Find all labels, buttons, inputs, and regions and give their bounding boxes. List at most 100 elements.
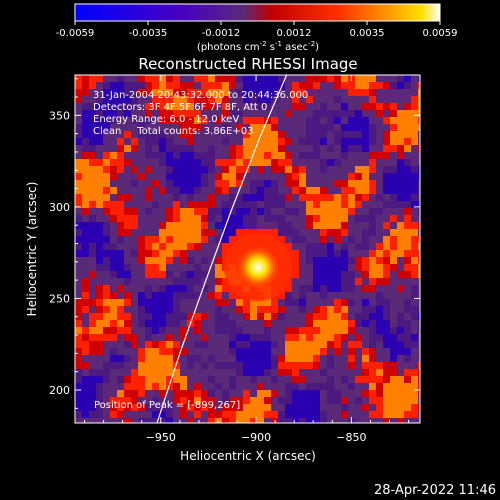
heatmap-cell — [82, 411, 90, 419]
heatmap-cell — [299, 152, 307, 160]
heatmap-cell — [327, 369, 335, 377]
heatmap-cell — [334, 117, 342, 125]
heatmap-cell — [362, 299, 370, 307]
heatmap-cell — [89, 250, 97, 258]
heatmap-cell — [250, 194, 258, 202]
heatmap-cell — [257, 75, 265, 83]
heatmap-cell — [264, 376, 272, 384]
heatmap-cell — [362, 327, 370, 335]
heatmap-cell — [159, 236, 167, 244]
heatmap-cell — [355, 355, 363, 363]
heatmap-cell — [173, 131, 181, 139]
heatmap-cell — [201, 96, 209, 104]
heatmap-cell — [124, 145, 132, 153]
heatmap-cell — [110, 201, 118, 209]
heatmap-cell — [145, 341, 153, 349]
heatmap-cell — [82, 264, 90, 272]
heatmap-cell — [236, 341, 244, 349]
heatmap-cell — [159, 271, 167, 279]
heatmap-cell — [271, 103, 279, 111]
heatmap-cell — [201, 215, 209, 223]
heatmap-cell — [383, 243, 391, 251]
heatmap-cell — [138, 327, 146, 335]
heatmap-cell — [376, 355, 384, 363]
heatmap-cell — [117, 208, 125, 216]
heatmap-cell — [103, 229, 111, 237]
heatmap-cell — [194, 292, 202, 300]
heatmap-cell — [418, 250, 420, 258]
heatmap-cell — [411, 341, 419, 349]
heatmap-cell — [327, 138, 335, 146]
heatmap-cell — [348, 124, 356, 132]
heatmap-cell — [320, 306, 328, 314]
heatmap-cell — [166, 257, 174, 265]
heatmap-cell — [278, 124, 286, 132]
heatmap-cell — [271, 138, 279, 146]
heatmap-cell — [110, 180, 118, 188]
heatmap-cell — [411, 418, 419, 423]
heatmap-cell — [292, 404, 300, 412]
heatmap-cell — [390, 341, 398, 349]
heatmap-cell — [201, 257, 209, 265]
heatmap-cell — [159, 334, 167, 342]
heatmap-cell — [201, 362, 209, 370]
heatmap-cell — [194, 278, 202, 286]
heatmap-cell — [292, 180, 300, 188]
heatmap-cell — [411, 138, 419, 146]
heatmap-cell — [306, 187, 314, 195]
heatmap-cell — [362, 264, 370, 272]
heatmap-cell — [103, 145, 111, 153]
heatmap-cell — [257, 215, 265, 223]
heatmap-cell — [215, 285, 223, 293]
heatmap-cell — [145, 397, 153, 405]
heatmap-cell — [334, 138, 342, 146]
heatmap-cell — [299, 89, 307, 97]
heatmap-cell — [103, 236, 111, 244]
heatmap-cell — [201, 89, 209, 97]
colorbar: -0.0059 -0.0035 -0.0012 0.0012 0.0035 0.0059 … — [56, 3, 458, 53]
heatmap-cell — [397, 82, 405, 90]
heatmap-cell — [229, 390, 237, 398]
heatmap-cell — [173, 348, 181, 356]
heatmap-cell — [117, 152, 125, 160]
heatmap-cell — [229, 187, 237, 195]
heatmap-cell — [194, 285, 202, 293]
heatmap-cell — [369, 418, 377, 423]
heatmap-cell — [376, 131, 384, 139]
heatmap-cell — [404, 75, 412, 83]
heatmap-cell — [145, 208, 153, 216]
heatmap-cell — [320, 376, 328, 384]
heatmap-cell — [82, 355, 90, 363]
heatmap-cell — [348, 341, 356, 349]
heatmap-cell — [418, 117, 420, 125]
heatmap-cell — [208, 383, 216, 391]
heatmap-cell — [75, 208, 83, 216]
heatmap-cell — [341, 180, 349, 188]
heatmap-cell — [89, 383, 97, 391]
heatmap-cell — [390, 355, 398, 363]
heatmap-cell — [313, 327, 321, 335]
heatmap-cell — [96, 390, 104, 398]
info-clean-counts: Clean Total counts: 3.86E+03 — [93, 126, 253, 137]
heatmap-cell — [390, 418, 398, 423]
heatmap-cell — [320, 243, 328, 251]
heatmap-cell — [390, 243, 398, 251]
heatmap-cell — [208, 348, 216, 356]
heatmap-cell — [180, 243, 188, 251]
heatmap-cell — [341, 285, 349, 293]
heatmap-cell — [292, 348, 300, 356]
peak-source — [233, 243, 282, 292]
heatmap-cell — [152, 285, 160, 293]
heatmap-cell — [250, 306, 258, 314]
heatmap-cell — [180, 411, 188, 419]
heatmap-cell — [145, 215, 153, 223]
heatmap-cell — [355, 236, 363, 244]
heatmap-cell — [201, 75, 209, 83]
heatmap-cell — [271, 117, 279, 125]
heatmap-cell — [334, 243, 342, 251]
heatmap-cell — [208, 159, 216, 167]
heatmap-cell — [285, 320, 293, 328]
heatmap-cell — [348, 348, 356, 356]
heatmap-cell — [152, 320, 160, 328]
